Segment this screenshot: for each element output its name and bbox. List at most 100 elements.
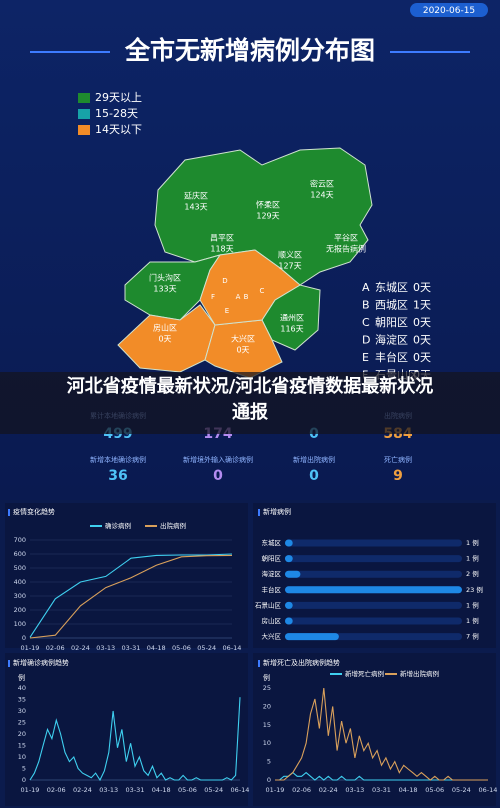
stat-value: 36 (108, 468, 127, 484)
core-letter: D (362, 334, 370, 347)
core-name: 丰台区 (375, 350, 408, 364)
x-tick-label: 04-18 (399, 786, 418, 794)
legend-label: 确诊病例 (105, 521, 131, 530)
district-name: 昌平区 (210, 234, 234, 243)
x-tick-label: 05-06 (178, 786, 197, 794)
district-name: 延庆区 (184, 191, 208, 201)
core-letter: E (362, 351, 369, 364)
bar (285, 601, 293, 609)
panel-marker (8, 509, 10, 516)
core-days: 0天 (413, 351, 431, 364)
x-tick-label: 05-06 (425, 786, 444, 794)
x-tick-label: 05-24 (452, 786, 471, 794)
map-letter: B (244, 293, 249, 301)
legend-label: 出院病例 (160, 521, 186, 530)
category-label: 大兴区 (262, 632, 282, 641)
y-tick-label: 20 (18, 730, 26, 738)
y-tick-label: 30 (18, 707, 26, 715)
category-label: 石景山区 (255, 600, 282, 609)
y-tick-label: 40 (18, 684, 26, 692)
chart-title: 新增确诊病例趋势 (13, 658, 69, 667)
stat-label: 新增境外输入确诊病例 (183, 455, 253, 464)
map (117, 147, 373, 379)
date-badge (410, 3, 488, 17)
x-tick-label: 05-24 (197, 644, 216, 652)
x-tick-label: 03-31 (372, 786, 391, 794)
bar-track (285, 570, 462, 578)
y-tick-label: 0 (22, 634, 26, 642)
district-name: 平谷区 (334, 234, 358, 243)
y-tick-label: 5 (267, 758, 271, 766)
district-days: 127天 (278, 262, 301, 271)
x-tick-label: 06-14 (223, 644, 242, 652)
value-label: 7 例 (466, 632, 479, 641)
x-tick-label: 06-14 (479, 786, 498, 794)
district-days: 129天 (256, 212, 279, 221)
x-tick-label: 03-31 (122, 644, 141, 652)
district-days: 0天 (236, 346, 249, 355)
chart-title: 新增死亡及出院病例趋势 (263, 658, 340, 667)
chart-title: 新增病例 (263, 507, 291, 516)
map-letter: F (211, 293, 215, 301)
value-label: 1 例 (466, 616, 479, 625)
x-tick-label: 03-13 (345, 786, 364, 794)
legend-label: 新增出院病例 (400, 669, 439, 678)
y-tick-label: 25 (18, 719, 26, 727)
series-line (29, 553, 233, 638)
overlay: 河北省疫情最新状况/河北省疫情数据最新状况通报 (67, 376, 434, 423)
panel-marker (258, 660, 260, 667)
bar-track (285, 617, 462, 625)
date: 2020-06-15 (423, 6, 475, 16)
core-letter: C (362, 316, 370, 329)
district-name: 房山区 (153, 323, 177, 333)
category-label: 朝阳区 (262, 554, 282, 563)
x-tick-label: 02-06 (292, 786, 311, 794)
y-tick-label: 500 (14, 564, 26, 572)
x-tick-label: 03-13 (99, 786, 118, 794)
map-letter: A (236, 293, 241, 301)
value-label: 2 例 (466, 569, 479, 578)
y-tick-label: 0 (267, 776, 271, 784)
district-name: 怀柔区 (256, 200, 280, 210)
category-label: 丰台区 (262, 585, 282, 594)
x-tick-label: 04-18 (152, 786, 171, 794)
district-name: 通州区 (280, 313, 304, 323)
overlay-band (0, 372, 500, 434)
bar-track (285, 601, 462, 609)
x-tick-label: 01-19 (21, 644, 40, 652)
core-days: 0天 (413, 334, 431, 347)
x-tick-label: 06-14 (231, 786, 250, 794)
series-line (275, 687, 488, 781)
x-tick-label: 05-06 (172, 644, 191, 652)
series-line (29, 697, 241, 782)
bar (285, 617, 293, 625)
core-days: 0天 (413, 316, 431, 329)
bar-track (285, 555, 462, 563)
legend-swatch (78, 109, 90, 119)
legend-swatch (78, 93, 90, 103)
core-days: 1天 (413, 299, 431, 312)
district-days: 124天 (310, 191, 333, 200)
district-name: 大兴区 (231, 334, 255, 344)
legend-label: 29天以上 (95, 91, 142, 104)
panel-marker (8, 660, 10, 667)
map-daxing (204, 319, 283, 379)
value-label: 1 例 (466, 600, 479, 609)
bar (285, 539, 293, 547)
y-tick-label: 10 (18, 753, 26, 761)
x-tick-label: 03-13 (96, 644, 115, 652)
y-axis-label: 例 (263, 673, 270, 682)
map-letter: D (222, 277, 227, 285)
bar (285, 633, 339, 641)
series-line (29, 554, 233, 639)
y-axis-label: 例 (18, 673, 25, 682)
map-core (199, 249, 301, 326)
y-tick-label: 200 (14, 606, 26, 614)
bar-track (285, 539, 462, 547)
map-letter: E (225, 307, 229, 315)
y-tick-label: 5 (22, 765, 26, 773)
district-name: 密云区 (310, 179, 334, 189)
core-letter: B (362, 299, 370, 312)
chart-title: 疫情变化趋势 (13, 507, 55, 516)
